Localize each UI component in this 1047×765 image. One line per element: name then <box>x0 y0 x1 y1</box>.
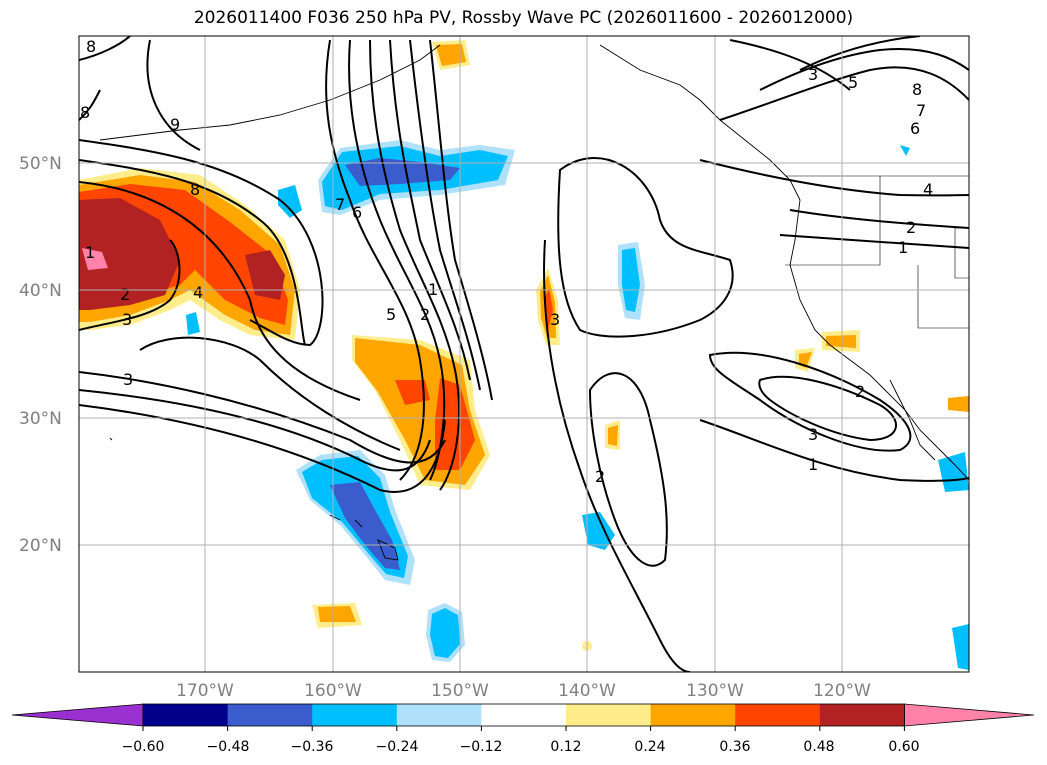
lon-label: 150°W <box>431 681 489 701</box>
rossby-wave-contours <box>79 36 969 672</box>
colorbar-segment <box>566 704 652 726</box>
colorbar-segment <box>650 704 736 726</box>
chart-title: 2026011400 F036 250 hPa PV, Rossby Wave … <box>193 8 854 28</box>
lon-label: 170°W <box>176 681 234 701</box>
lon-label: 160°W <box>304 681 362 701</box>
colorbar-tick-label: 0.60 <box>888 739 919 755</box>
colorbar-tick-label: −0.24 <box>376 739 419 755</box>
lat-label: 20°N <box>19 536 62 556</box>
contour-label: 6 <box>352 203 362 222</box>
contour-label: 4 <box>193 283 203 302</box>
contour-label: 7 <box>916 101 926 120</box>
contour-label: 2 <box>120 285 130 304</box>
colorbar-tick-label: −0.12 <box>460 739 503 755</box>
contour-label: 3 <box>808 65 818 84</box>
contour-label: 2 <box>855 382 865 401</box>
contour-label: 3 <box>550 310 560 329</box>
colorbar-tick-label: 0.36 <box>719 739 750 755</box>
contour-label: 4 <box>923 180 933 199</box>
colorbar <box>11 703 1035 731</box>
graticule <box>79 36 969 672</box>
contour-label: 1 <box>808 455 818 474</box>
colorbar-segment <box>396 704 482 726</box>
contour-label: 8 <box>912 80 922 99</box>
contour-label: 9 <box>170 115 180 134</box>
colorbar-tick-labels: −0.60 −0.48 −0.36 −0.24 −0.12 0.12 0.24 … <box>122 739 920 755</box>
contour-label: 1 <box>85 243 95 262</box>
contour-label: 1 <box>898 238 908 257</box>
contour-label: 3 <box>123 370 133 389</box>
contour-label: 5 <box>848 73 858 92</box>
contour-label: 8 <box>190 180 200 199</box>
map-frame <box>78 35 970 673</box>
contour-label: 7 <box>335 195 345 214</box>
colorbar-segment <box>143 704 229 726</box>
lon-label: 120°W <box>813 681 871 701</box>
lat-label: 50°N <box>19 154 62 174</box>
political-borders <box>785 175 969 329</box>
coastlines <box>99 44 969 561</box>
colorbar-tick-label: −0.36 <box>291 739 334 755</box>
colorbar-extend-high <box>904 703 1035 727</box>
lat-label: 40°N <box>19 281 62 301</box>
colorbar-tick-label: 0.12 <box>550 739 581 755</box>
colorbar-tick-label: 0.48 <box>803 739 834 755</box>
contour-label: 5 <box>386 305 396 324</box>
contour-label: 2 <box>906 218 916 237</box>
contour-label: 6 <box>910 119 920 138</box>
contour-label: 3 <box>808 425 818 444</box>
colorbar-tick-label: −0.60 <box>122 739 165 755</box>
colorbar-segment <box>481 704 567 726</box>
map-plot-area: 8 9 8 8 7 6 2 3 4 1 2 3 5 1 3 5 8 7 6 4 … <box>79 36 969 672</box>
colorbar-segment <box>312 704 398 726</box>
colorbar-extend-low <box>11 703 144 727</box>
colorbar-tick-label: −0.48 <box>207 739 250 755</box>
longitude-labels: 170°W 160°W 150°W 140°W 130°W 120°W <box>176 681 871 701</box>
colorbar-segment <box>735 704 821 726</box>
contour-label: 8 <box>80 103 90 122</box>
pv-anomaly-fill <box>79 40 969 670</box>
contour-label: 8 <box>86 37 96 56</box>
contour-labels: 8 9 8 8 7 6 2 3 4 1 2 3 5 1 3 5 8 7 6 4 … <box>80 37 933 486</box>
contour-label: 2 <box>595 467 605 486</box>
colorbar-frame <box>142 703 905 727</box>
colorbar-tick-label: 0.24 <box>634 739 665 755</box>
lon-label: 130°W <box>686 681 744 701</box>
contour-label: 2 <box>420 305 430 324</box>
lat-label: 30°N <box>19 409 62 429</box>
colorbar-segment <box>227 704 313 726</box>
lon-label: 140°W <box>558 681 616 701</box>
colorbar-segment <box>819 704 905 726</box>
contour-label: 3 <box>122 310 132 329</box>
latitude-labels: 50°N 40°N 30°N 20°N <box>19 154 62 556</box>
